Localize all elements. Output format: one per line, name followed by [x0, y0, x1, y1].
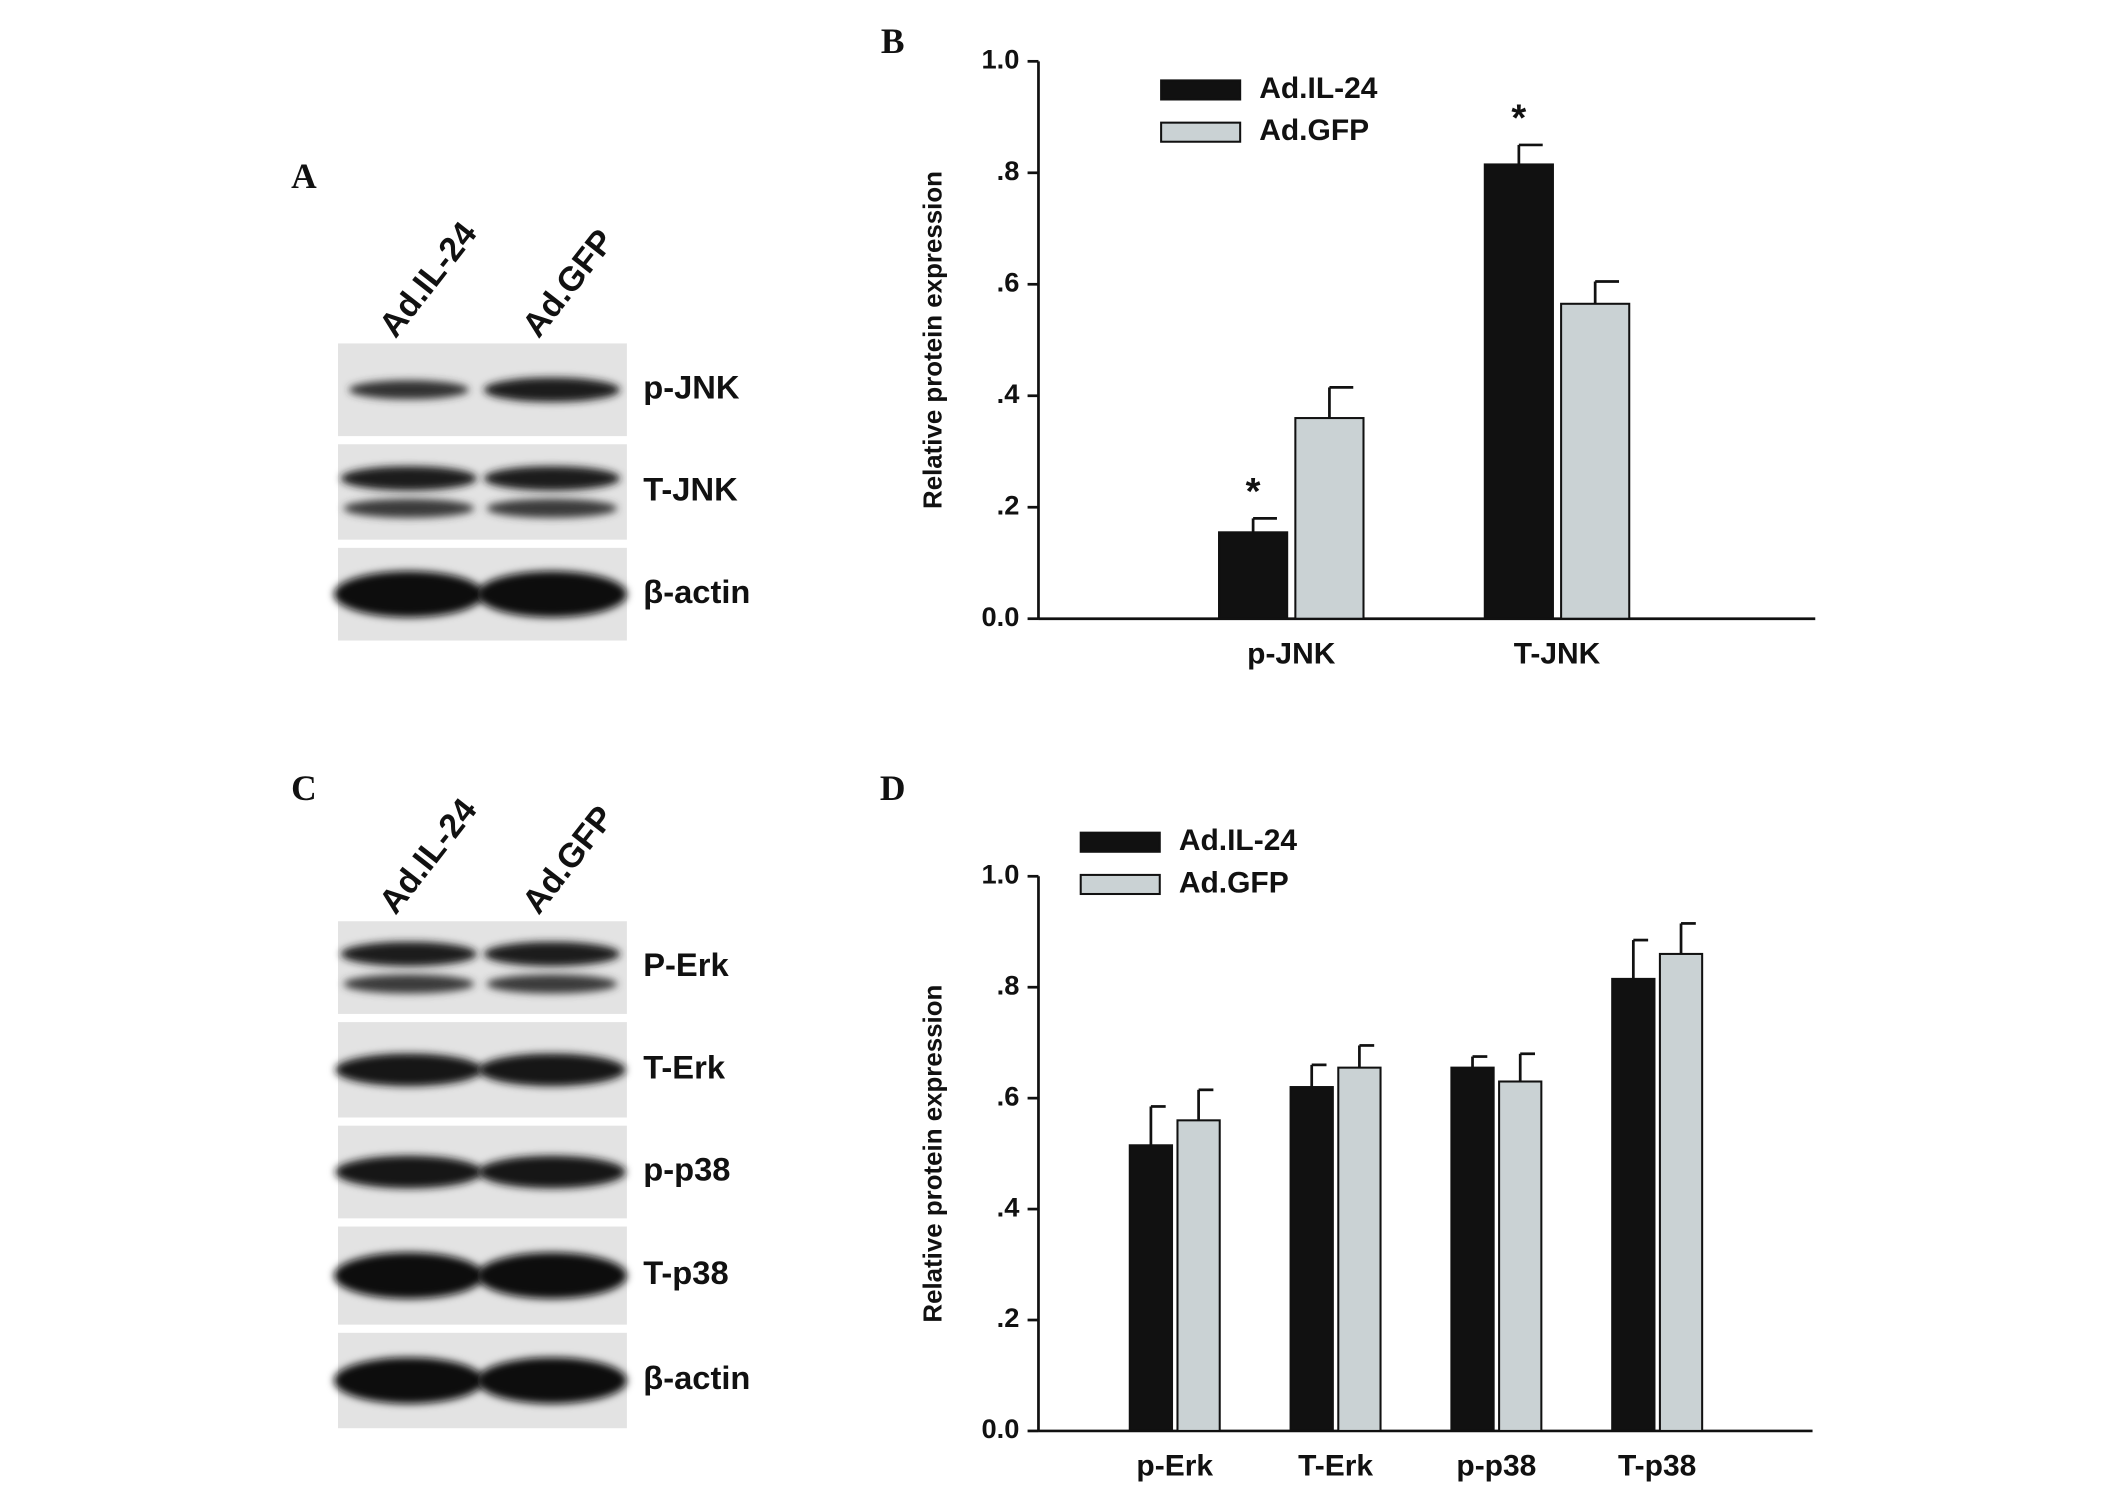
panel-letter: B	[881, 21, 905, 61]
blot-band	[333, 571, 484, 618]
blot-band	[340, 466, 477, 491]
x-tick-label: T-JNK	[1514, 637, 1601, 670]
blot-band	[348, 380, 469, 400]
y-tick-label: .2	[997, 1302, 1020, 1333]
bar	[1337, 1066, 1382, 1432]
blot-row-label: β-actin	[643, 573, 750, 610]
blot-row-label: T-Erk	[643, 1048, 726, 1085]
blot-band	[335, 1053, 483, 1087]
bar	[1128, 1144, 1174, 1432]
bar	[1560, 302, 1631, 620]
y-tick-label: .6	[997, 1080, 1020, 1111]
blot-band	[340, 941, 477, 967]
x-tick-label: T-Erk	[1298, 1450, 1373, 1483]
lane-label: Ad.IL-24	[372, 215, 485, 344]
blot-band	[343, 498, 475, 518]
legend-label: Ad.IL-24	[1259, 72, 1378, 105]
blot-band	[486, 498, 618, 518]
legend-label: Ad.GFP	[1179, 866, 1289, 899]
blot-band	[476, 571, 627, 618]
legend-swatch	[1079, 873, 1161, 896]
bar	[1658, 952, 1704, 1432]
bar	[1289, 1086, 1334, 1432]
bar	[1176, 1119, 1221, 1432]
blot-band	[483, 466, 621, 491]
y-tick-label: .4	[997, 378, 1021, 409]
blot-band	[476, 1252, 627, 1299]
x-tick-label: T-p38	[1618, 1450, 1696, 1483]
blot-band	[478, 1053, 626, 1087]
legend-swatch	[1079, 831, 1161, 853]
y-axis-label: Relative protein expression	[920, 171, 948, 509]
bar	[1218, 531, 1289, 620]
blot-band	[343, 974, 475, 994]
blot-strip	[337, 921, 627, 1014]
blot-row-label: p-JNK	[643, 368, 740, 405]
blot-row-label: P-Erk	[643, 946, 729, 983]
y-tick-label: 1.0	[981, 44, 1019, 75]
y-axis-label: Relative protein expression	[920, 985, 948, 1323]
y-tick-label: .8	[997, 155, 1020, 186]
blot-band	[483, 941, 621, 967]
blot-row-label: β-actin	[643, 1359, 750, 1396]
y-tick-label: 0.0	[981, 601, 1019, 632]
lane-label: Ad.GFP	[515, 223, 622, 345]
blot-band	[333, 1357, 484, 1404]
blot-band	[478, 1155, 626, 1189]
x-tick-label: p-Erk	[1136, 1450, 1213, 1483]
bar	[1611, 977, 1656, 1432]
y-tick-label: .6	[997, 266, 1020, 297]
panel-letter: D	[880, 768, 906, 808]
significance-mark: *	[1511, 96, 1526, 139]
blot-row-label: T-p38	[643, 1254, 728, 1291]
lane-label: Ad.GFP	[515, 799, 622, 921]
y-tick-label: .2	[997, 489, 1020, 520]
bar	[1450, 1066, 1495, 1432]
blot-band	[335, 1155, 483, 1189]
y-tick-label: .8	[997, 969, 1020, 1000]
x-tick-label: p-p38	[1456, 1450, 1536, 1483]
blot-band	[476, 1357, 627, 1404]
blot-strip	[337, 444, 627, 540]
bar	[1498, 1080, 1543, 1432]
blot-band	[333, 1252, 484, 1299]
y-tick-label: 1.0	[981, 858, 1019, 889]
legend-swatch	[1160, 79, 1242, 101]
bar	[1483, 163, 1554, 620]
legend-label: Ad.IL-24	[1179, 824, 1298, 857]
blot-band	[483, 377, 621, 403]
legend-swatch	[1160, 121, 1242, 143]
blot-band	[486, 974, 618, 994]
panel-letter: C	[291, 768, 317, 808]
y-tick-label: .4	[997, 1191, 1021, 1222]
panel-letter: A	[291, 156, 317, 196]
significance-mark: *	[1246, 470, 1261, 513]
blot-row-label: T-JNK	[643, 471, 738, 508]
bar	[1294, 417, 1365, 620]
lane-label: Ad.IL-24	[372, 791, 485, 920]
y-tick-label: 0.0	[981, 1413, 1019, 1444]
x-tick-label: p-JNK	[1247, 637, 1336, 670]
legend-label: Ad.GFP	[1259, 114, 1369, 147]
blot-row-label: p-p38	[643, 1151, 730, 1188]
